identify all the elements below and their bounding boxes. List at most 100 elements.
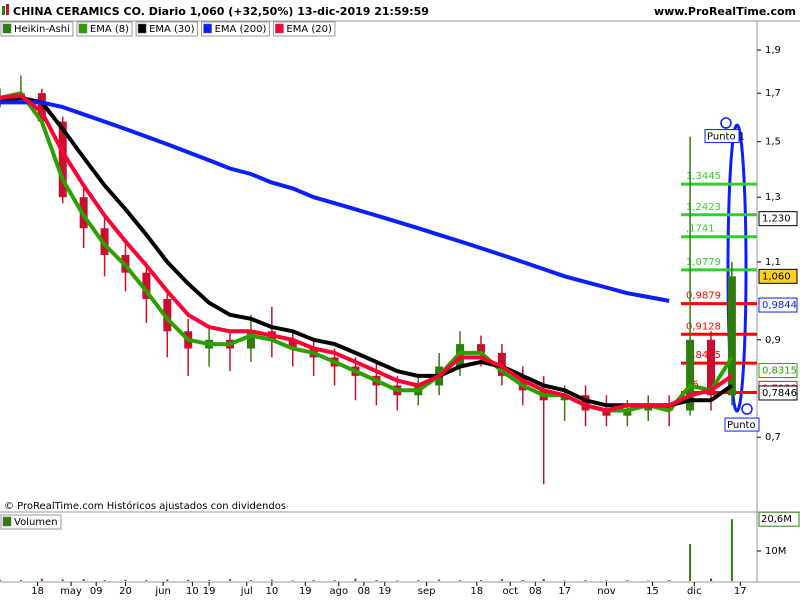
x-tick-label: 10 [265,586,278,597]
volume-bar [0,579,1,581]
legend-swatch [2,23,12,34]
legend-box [0,21,74,37]
y-tick-label: 0,9 [765,335,781,346]
candle-body [686,339,695,411]
volume-bar [668,580,671,581]
candle-body [644,405,653,411]
legend-box [76,21,133,37]
level-label: ,1741 [686,224,715,235]
volume-bar [459,580,462,581]
volume-bar [333,580,336,581]
legend-label: EMA (20) [286,24,332,35]
candle-body [142,272,151,299]
candle-body [727,276,736,396]
volume-bar [249,580,252,581]
candle-body [706,339,715,396]
volume-bar [500,579,503,581]
annotation-label: Punto [727,420,756,431]
ema-line [0,93,734,413]
candle-body [623,410,632,416]
legend-label: EMA (30) [149,24,195,35]
volume-bar [312,580,315,581]
volume-value-label: 20,6M [761,514,792,525]
candle-body [288,339,297,349]
volume-bar [124,579,127,581]
x-tick-label: nov [597,586,615,597]
volume-bar [626,580,629,581]
y-tick-label: 1,1 [765,257,781,268]
candle-body [476,344,485,353]
highlight-ellipse [726,123,748,413]
volume-bar [542,578,545,581]
x-tick-label: 18 [31,586,44,597]
price-label-box [758,297,798,313]
volume-bar [61,579,64,581]
legend-label: Heikin-Ashi [14,24,70,35]
x-tick-label: 09 [90,586,103,597]
x-tick-label: jul [240,586,253,597]
x-tick-label: may [60,586,82,597]
legend-label: EMA (200) [215,24,267,35]
logo-bar [2,6,5,15]
x-tick-label: 15 [646,586,659,597]
candle-body [163,298,172,332]
candle-body [581,395,590,411]
volume-label-box [758,511,800,527]
volume-bar [354,578,357,581]
price-label-box [758,362,798,378]
x-tick-label: sep [418,586,436,597]
price-label: 0,7846 [762,388,797,399]
candle-body [37,93,46,122]
volume-bar [40,578,43,581]
level-label: 1,0779 [686,257,721,268]
volume-bar [689,544,692,581]
x-tick-label: ago [329,586,348,597]
volume-bar [396,580,399,581]
volume-bar [521,580,524,581]
price-label: 0,9844 [762,300,797,311]
x-tick-label: 17 [734,586,747,597]
candle-body [246,331,255,349]
annotation-box [724,417,760,432]
price-label: 1,230 [762,214,791,225]
x-tick-label: 19 [299,586,312,597]
x-tick-label: 10 [186,586,199,597]
logo-bar [6,4,9,15]
ema-line [0,95,734,408]
legend-box [0,514,62,530]
legend-swatch [203,23,212,34]
x-tick-label: 18 [470,586,483,597]
volume-bar [730,519,733,581]
volume-bar [103,580,106,581]
x-tick-label: jun [154,586,170,597]
volume-bar [605,580,608,581]
y-tick-label: 1,9 [765,45,781,56]
volume-bar [208,580,211,581]
volume-bar [563,580,566,581]
chart-title: CHINA CERAMICS CO. Diario 1,060 (+32,50%… [13,5,429,18]
annotation-label: Punto 1 [707,132,745,143]
footer: © ProRealTime.com Históricos ajustados c… [4,500,286,512]
y-tick-label: 1,3 [765,192,781,203]
volume-bar [584,580,587,581]
y-tick-label: 1,7 [765,88,781,99]
volume-label: Volumen [14,517,58,528]
annotation-box [704,129,740,144]
x-tick-label: 19 [378,586,391,597]
volume-bar [229,579,232,581]
legend-label: EMA (8) [90,24,129,35]
level-label: 1,3445 [686,171,721,182]
x-tick-label: 17 [558,586,571,597]
source: www.ProRealTime.com [654,5,796,18]
y-tick-label: 10M [765,546,786,557]
point-marker [741,403,753,415]
legend-box [272,21,336,37]
y-tick-label: 0,7 [765,432,781,443]
price-label-box [758,385,798,401]
legend-swatch [137,23,147,34]
price-label-box [758,211,798,227]
candle-body [602,410,611,416]
x-tick-label: oct [502,586,518,597]
x-tick-label: 20 [119,586,132,597]
